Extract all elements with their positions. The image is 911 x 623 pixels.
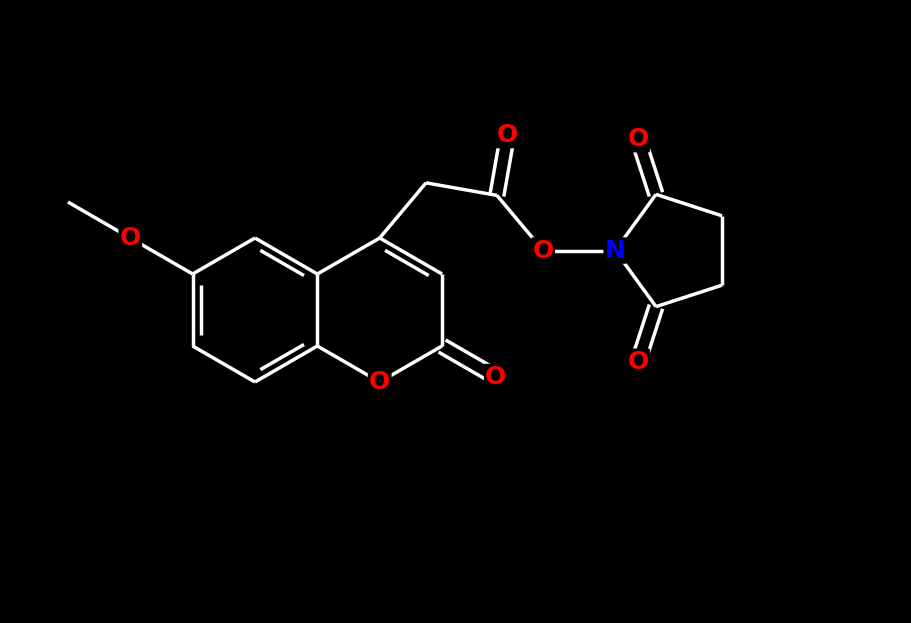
Text: O: O	[119, 226, 141, 250]
Text: O: O	[496, 123, 517, 147]
Text: N: N	[604, 239, 625, 262]
Text: O: O	[369, 370, 390, 394]
Text: O: O	[485, 365, 506, 389]
Text: O: O	[627, 127, 648, 151]
Text: O: O	[627, 350, 648, 374]
Text: O: O	[532, 239, 553, 262]
